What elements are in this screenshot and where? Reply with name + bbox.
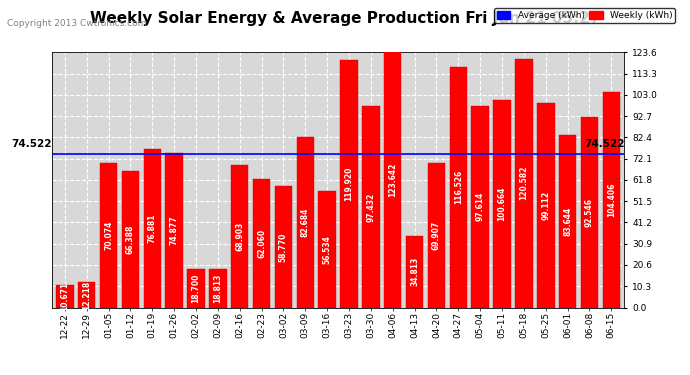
Text: 116.526: 116.526	[454, 170, 463, 204]
Bar	[471, 106, 489, 307]
Text: 99.112: 99.112	[541, 191, 550, 220]
Text: 123.642: 123.642	[388, 163, 397, 197]
Bar	[559, 135, 576, 308]
Bar	[428, 163, 445, 308]
Bar	[144, 149, 161, 308]
Bar	[515, 59, 533, 308]
Bar	[581, 117, 598, 308]
Bar	[78, 282, 95, 308]
Bar	[121, 171, 139, 308]
Bar	[166, 153, 183, 308]
Text: 83.644: 83.644	[563, 207, 572, 236]
Text: 18.700: 18.700	[192, 273, 201, 303]
Bar	[340, 60, 358, 308]
Text: 56.534: 56.534	[323, 235, 332, 264]
Text: 97.432: 97.432	[366, 192, 375, 222]
Bar	[275, 186, 292, 308]
Text: 119.920: 119.920	[344, 166, 353, 201]
Bar	[406, 236, 424, 308]
Text: 104.406: 104.406	[607, 183, 616, 217]
Bar	[253, 180, 270, 308]
Text: 76.881: 76.881	[148, 213, 157, 243]
Text: 74.522: 74.522	[11, 139, 52, 148]
Text: 18.813: 18.813	[213, 273, 222, 303]
Text: 69.907: 69.907	[432, 221, 441, 250]
Text: 58.770: 58.770	[279, 232, 288, 262]
Text: Weekly Solar Energy & Average Production Fri Jun 21 05:27: Weekly Solar Energy & Average Production…	[90, 11, 600, 26]
Bar	[318, 191, 336, 308]
Legend: Average (kWh), Weekly (kWh): Average (kWh), Weekly (kWh)	[494, 8, 675, 22]
Bar	[450, 67, 467, 308]
Text: 66.388: 66.388	[126, 224, 135, 254]
Bar	[297, 137, 314, 308]
Bar	[602, 92, 620, 308]
Bar	[537, 103, 555, 308]
Text: 12.218: 12.218	[82, 280, 91, 309]
Bar	[231, 165, 248, 308]
Text: 68.903: 68.903	[235, 222, 244, 251]
Text: 74.877: 74.877	[170, 216, 179, 245]
Bar	[362, 106, 380, 308]
Bar	[209, 268, 226, 308]
Text: Copyright 2013 Cwtronics.com: Copyright 2013 Cwtronics.com	[7, 19, 146, 28]
Text: 82.684: 82.684	[301, 207, 310, 237]
Text: 100.664: 100.664	[497, 186, 506, 221]
Bar	[493, 100, 511, 308]
Text: 62.060: 62.060	[257, 229, 266, 258]
Bar	[384, 53, 402, 308]
Text: 120.582: 120.582	[520, 166, 529, 200]
Bar	[187, 269, 205, 308]
Text: 10.671: 10.671	[60, 282, 70, 311]
Bar	[100, 163, 117, 308]
Text: 74.522: 74.522	[584, 139, 624, 148]
Text: 92.546: 92.546	[585, 198, 594, 226]
Text: 34.813: 34.813	[410, 257, 419, 286]
Text: 70.074: 70.074	[104, 220, 113, 250]
Text: 97.614: 97.614	[475, 192, 484, 221]
Bar	[56, 285, 74, 308]
